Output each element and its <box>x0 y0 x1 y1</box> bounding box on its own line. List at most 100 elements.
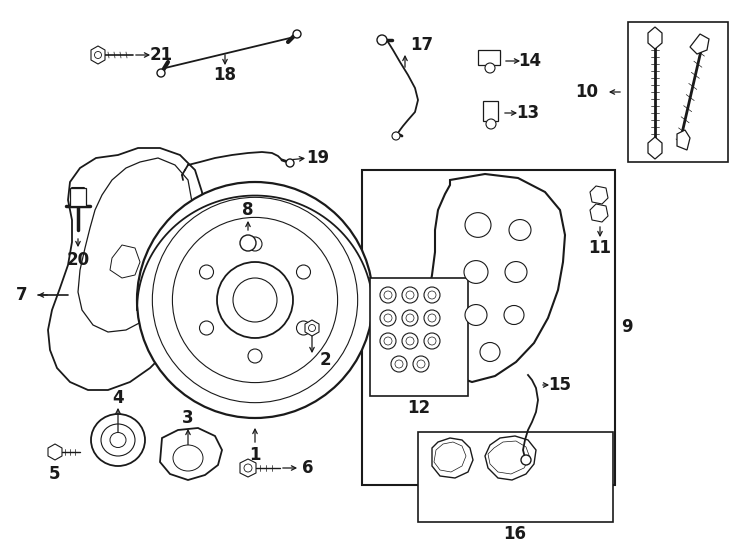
Polygon shape <box>434 442 466 472</box>
Polygon shape <box>48 148 205 390</box>
Bar <box>478 50 500 65</box>
Circle shape <box>157 69 165 77</box>
Circle shape <box>95 51 101 58</box>
Circle shape <box>384 291 392 299</box>
Ellipse shape <box>465 213 491 238</box>
Ellipse shape <box>505 261 527 282</box>
Circle shape <box>137 182 373 418</box>
Text: 6: 6 <box>302 459 313 477</box>
Circle shape <box>384 314 392 322</box>
Circle shape <box>402 333 418 349</box>
Bar <box>483 101 498 121</box>
Bar <box>362 170 615 485</box>
Bar <box>370 278 468 396</box>
Circle shape <box>200 265 214 279</box>
Circle shape <box>240 235 256 251</box>
Text: 12: 12 <box>407 399 431 417</box>
Text: 20: 20 <box>67 251 90 269</box>
Circle shape <box>392 132 400 140</box>
Ellipse shape <box>110 433 126 448</box>
Polygon shape <box>432 438 473 478</box>
Circle shape <box>286 159 294 167</box>
Polygon shape <box>48 444 62 460</box>
Ellipse shape <box>509 220 531 240</box>
Circle shape <box>200 321 214 335</box>
Polygon shape <box>110 245 140 278</box>
Circle shape <box>233 278 277 322</box>
Circle shape <box>244 464 252 472</box>
Text: 21: 21 <box>150 46 172 64</box>
Circle shape <box>293 30 301 38</box>
Ellipse shape <box>101 424 135 456</box>
Ellipse shape <box>480 342 500 361</box>
Polygon shape <box>91 46 105 64</box>
Circle shape <box>417 360 425 368</box>
Ellipse shape <box>504 306 524 325</box>
Circle shape <box>424 287 440 303</box>
Polygon shape <box>488 441 530 474</box>
Polygon shape <box>160 428 222 480</box>
Polygon shape <box>648 137 662 159</box>
Circle shape <box>428 337 436 345</box>
Circle shape <box>413 356 429 372</box>
Text: 9: 9 <box>621 318 633 336</box>
Polygon shape <box>240 459 256 477</box>
Circle shape <box>248 237 262 251</box>
Circle shape <box>521 455 531 465</box>
Text: 17: 17 <box>410 36 433 54</box>
Polygon shape <box>78 158 192 332</box>
Text: 5: 5 <box>49 465 61 483</box>
Text: 15: 15 <box>548 376 572 394</box>
Text: 16: 16 <box>504 525 526 540</box>
Text: 2: 2 <box>320 351 332 369</box>
Circle shape <box>428 314 436 322</box>
Circle shape <box>380 310 396 326</box>
Polygon shape <box>485 436 536 480</box>
Ellipse shape <box>91 414 145 466</box>
Circle shape <box>402 310 418 326</box>
Polygon shape <box>648 27 662 49</box>
Circle shape <box>217 262 293 338</box>
Circle shape <box>424 310 440 326</box>
Ellipse shape <box>173 445 203 471</box>
Circle shape <box>395 360 403 368</box>
Circle shape <box>308 325 316 332</box>
Polygon shape <box>425 174 565 382</box>
Circle shape <box>406 337 414 345</box>
Circle shape <box>406 314 414 322</box>
Text: 7: 7 <box>16 286 28 304</box>
Ellipse shape <box>464 261 488 284</box>
Ellipse shape <box>465 305 487 326</box>
Circle shape <box>486 119 496 129</box>
Circle shape <box>402 287 418 303</box>
Circle shape <box>297 321 310 335</box>
Polygon shape <box>305 320 319 336</box>
Text: 18: 18 <box>214 66 236 84</box>
Polygon shape <box>690 34 709 54</box>
Text: 14: 14 <box>518 52 542 70</box>
Circle shape <box>380 333 396 349</box>
Circle shape <box>248 349 262 363</box>
Circle shape <box>384 337 392 345</box>
Text: 11: 11 <box>589 239 611 257</box>
Circle shape <box>391 356 407 372</box>
Circle shape <box>424 333 440 349</box>
Bar <box>628 22 728 162</box>
Polygon shape <box>590 186 608 204</box>
Text: 10: 10 <box>575 83 598 101</box>
Circle shape <box>377 35 387 45</box>
Circle shape <box>428 291 436 299</box>
Text: 3: 3 <box>182 409 194 427</box>
Text: 8: 8 <box>242 201 254 219</box>
Polygon shape <box>677 130 690 150</box>
Circle shape <box>380 287 396 303</box>
Text: 4: 4 <box>112 389 124 407</box>
Circle shape <box>406 291 414 299</box>
Polygon shape <box>70 188 86 206</box>
Polygon shape <box>590 204 608 222</box>
Circle shape <box>297 265 310 279</box>
Text: 19: 19 <box>306 149 330 167</box>
Text: 1: 1 <box>250 446 261 464</box>
Bar <box>418 432 613 522</box>
Text: 13: 13 <box>517 104 539 122</box>
